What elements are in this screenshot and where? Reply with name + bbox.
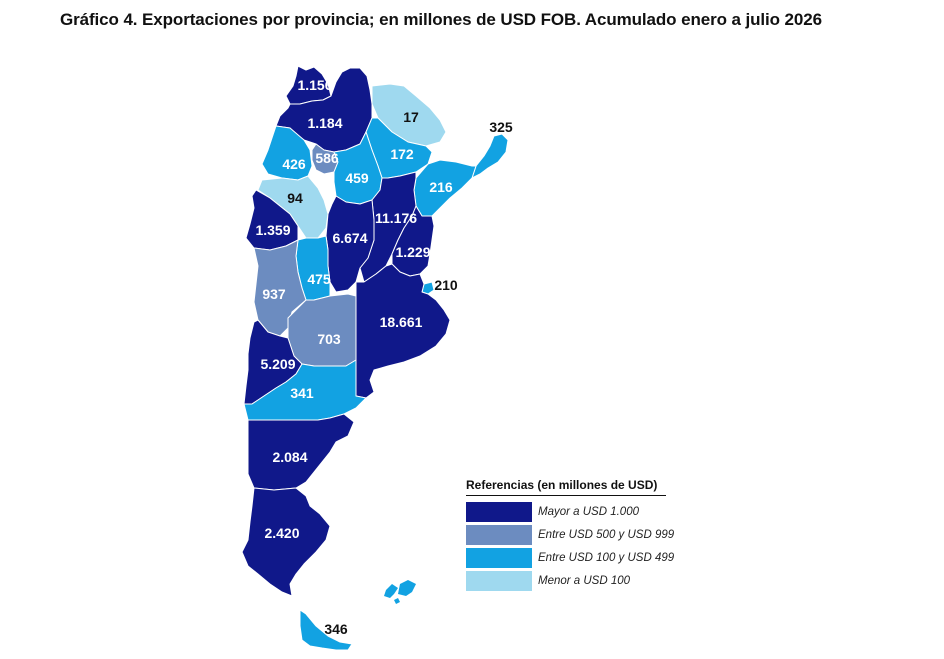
map-legend: Referencias (en millones de USD) Mayor a… (466, 478, 674, 594)
province-santa-cruz[interactable] (241, 487, 331, 597)
label-neuquen: 5.209 (260, 356, 295, 372)
label-caba: 210 (434, 277, 458, 293)
label-la-rioja: 94 (287, 190, 303, 206)
label-chaco: 172 (390, 146, 414, 162)
label-jujuy: 1.156 (297, 77, 332, 93)
province-tucuman[interactable] (311, 143, 339, 175)
legend-swatch-menor-100 (466, 571, 532, 591)
label-santiago-del-estero: 459 (345, 170, 369, 186)
legend-label: Entre USD 500 y USD 999 (538, 529, 675, 541)
legend-label: Entre USD 100 y USD 499 (538, 552, 675, 564)
label-corrientes: 216 (429, 179, 453, 195)
legend-item: Mayor a USD 1.000 (466, 502, 666, 522)
label-mendoza: 937 (262, 286, 286, 302)
legend-label: Mayor a USD 1.000 (538, 506, 639, 518)
province-tierra-del-fuego[interactable] (299, 609, 353, 651)
legend-title: Referencias (en millones de USD) (466, 478, 666, 496)
label-entre-rios: 1.229 (395, 244, 430, 260)
label-formosa: 17 (403, 109, 419, 125)
legend-label: Menor a USD 100 (538, 575, 631, 587)
label-rio-negro: 341 (290, 385, 314, 401)
legend-item: Entre USD 100 y USD 499 (466, 548, 674, 568)
label-san-juan: 1.359 (255, 222, 290, 238)
province-misiones[interactable] (471, 133, 509, 179)
province-cordoba[interactable] (325, 195, 375, 293)
label-chubut: 2.084 (272, 449, 307, 465)
province-mendoza[interactable] (253, 239, 307, 337)
label-buenos-aires: 18.661 (380, 314, 423, 330)
legend-item: Entre USD 500 y USD 999 (466, 525, 674, 545)
legend-swatch-mayor-1000 (466, 502, 532, 522)
province-chubut[interactable] (247, 413, 355, 491)
legend-swatch-entre-500-999 (466, 525, 532, 545)
label-la-pampa: 703 (317, 331, 341, 347)
legend-item: Menor a USD 100 (466, 571, 666, 591)
label-santa-fe: 11.176 (375, 210, 417, 226)
label-tucuman: 586 (315, 150, 339, 166)
label-tierra-del-fuego: 346 (324, 621, 348, 637)
label-salta: 1.184 (307, 115, 342, 131)
chart-title: Gráfico 4. Exportaciones por provincia; … (60, 10, 822, 29)
label-catamarca: 426 (282, 156, 306, 172)
label-san-luis: 475 (307, 271, 331, 287)
malvinas-islands-icon (384, 580, 416, 604)
label-misiones: 325 (489, 119, 513, 135)
legend-swatch-entre-100-499 (466, 548, 532, 568)
label-santa-cruz: 2.420 (264, 525, 299, 541)
label-cordoba: 6.674 (332, 230, 367, 246)
